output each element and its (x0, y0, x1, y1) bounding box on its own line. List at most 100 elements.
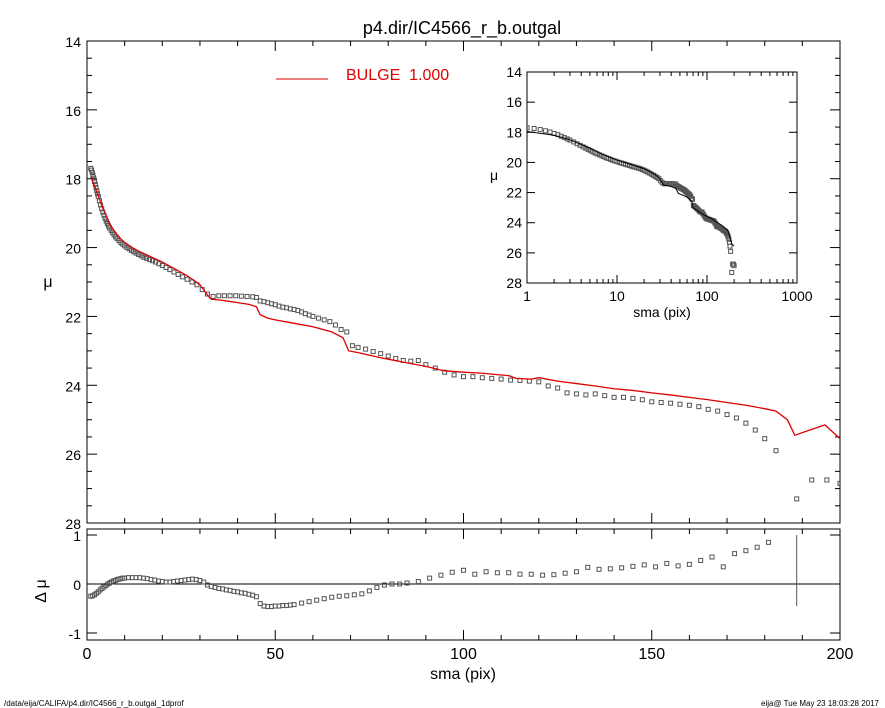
inset-y-tick-label: 28 (506, 275, 522, 291)
observed-point (408, 358, 414, 364)
inset-observed-point (542, 128, 548, 134)
inset-y-tick-label: 22 (506, 185, 522, 201)
observed-point (555, 385, 561, 391)
residual-point (336, 593, 342, 599)
observed-point (743, 420, 749, 426)
residual-point (596, 566, 602, 572)
residual-point (709, 554, 715, 560)
observed-point (837, 480, 840, 486)
observed-point (233, 293, 239, 299)
inset-y-tick-label: 14 (506, 64, 522, 80)
residual-point (675, 563, 681, 569)
observed-point (344, 329, 350, 335)
observed-point (171, 269, 177, 275)
residual-point (607, 566, 613, 572)
residual-x-axis-label: sma (pix) (430, 666, 496, 683)
observed-point (649, 399, 655, 405)
residual-point (201, 579, 207, 585)
residual-x-tick-label: 200 (827, 646, 854, 663)
main-y-tick-label: 24 (65, 378, 81, 394)
residual-point (351, 592, 357, 598)
observed-point (210, 293, 216, 299)
observed-point (180, 274, 186, 280)
residual-point (483, 569, 489, 575)
footer-filepath: /data/eija/CALIFA/p4.dir/IC4566_r_b.outg… (4, 699, 184, 708)
observed-point (95, 191, 101, 197)
observed-point (136, 251, 142, 257)
observed-point (146, 257, 152, 263)
observed-point (611, 394, 617, 400)
main-y-tick-label: 18 (65, 172, 81, 188)
observed-point (602, 393, 608, 399)
observed-point (573, 391, 579, 397)
legend-bulge-label: BULGE 1.000 (346, 67, 449, 84)
inset-observed-point (558, 133, 564, 139)
residual-point (551, 572, 557, 578)
inset-y-tick-label: 20 (506, 154, 522, 170)
observed-point (630, 395, 636, 401)
inset-x-tick-label: 1 (523, 288, 531, 304)
observed-point (536, 379, 542, 385)
residual-point (344, 593, 350, 599)
main-y-tick-label: 16 (65, 103, 81, 119)
inset-observed-point (727, 243, 733, 249)
residual-point (743, 548, 749, 554)
observed-point (204, 291, 210, 297)
residual-point (686, 561, 692, 567)
residual-point (698, 557, 704, 563)
observed-point (564, 390, 570, 396)
observed-point (189, 279, 195, 285)
observed-point (479, 375, 485, 381)
residual-point (427, 575, 433, 581)
residual-point (732, 551, 738, 557)
inset-observed-point (728, 248, 734, 254)
observed-point (143, 255, 149, 261)
residual-point (449, 569, 455, 575)
residual-x-tick-label: 150 (638, 646, 665, 663)
main-y-axis-label: μ (43, 274, 52, 291)
residual-point (765, 539, 771, 545)
observed-point (141, 254, 147, 260)
observed-point (724, 412, 730, 418)
main-y-tick-label: 28 (65, 516, 81, 532)
residual-y-axis-label: Δ μ (33, 579, 50, 602)
observed-point (316, 315, 322, 321)
residual-x-tick-label: 0 (83, 646, 92, 663)
residual-point (381, 582, 387, 588)
observed-point (705, 406, 711, 412)
observed-point (668, 400, 674, 406)
observed-point (451, 372, 457, 378)
main-y-tick-label: 26 (65, 447, 81, 463)
residual-point (321, 596, 327, 602)
residual-point (329, 594, 335, 600)
residual-y-tick-label: 0 (73, 577, 81, 593)
residual-point (619, 565, 625, 571)
inset-x-tick-label: 100 (695, 288, 719, 304)
inset-observed-point (531, 126, 537, 132)
observed-point (794, 496, 800, 502)
observed-point (583, 392, 589, 398)
observed-point (184, 276, 190, 282)
observed-point (715, 408, 721, 414)
chart-title: p4.dir/IC4566_r_b.outgal (363, 18, 561, 39)
residual-point (389, 581, 395, 587)
observed-point (658, 400, 664, 405)
inset-y-tick-label: 26 (506, 245, 522, 261)
observed-point (138, 253, 144, 259)
inset-observed-point (729, 269, 735, 275)
observed-point (733, 415, 739, 421)
observed-point (508, 377, 514, 383)
main-y-tick-label: 22 (65, 309, 81, 325)
observed-point (461, 374, 466, 380)
residual-point (585, 564, 591, 570)
residual-point (299, 600, 305, 606)
inset-x-tick-label: 1000 (781, 288, 812, 304)
observed-point (221, 293, 227, 299)
residual-y-tick-label: 1 (73, 528, 81, 544)
residual-point (374, 584, 380, 590)
inset-y-axis-label: μ (490, 167, 498, 183)
residual-point (562, 570, 568, 576)
observed-point (90, 172, 96, 178)
